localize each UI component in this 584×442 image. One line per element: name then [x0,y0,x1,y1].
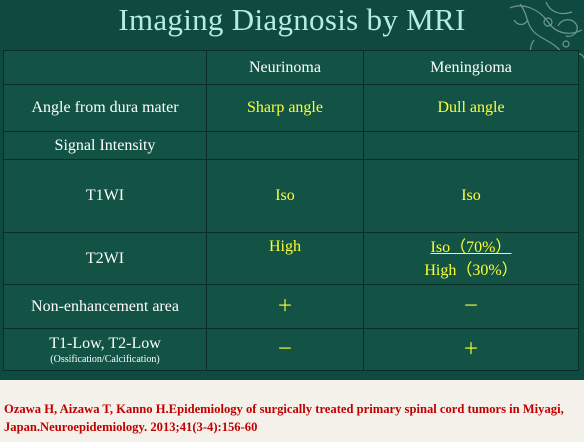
cell-neurinoma-t1wi: Iso [206,159,364,233]
meningioma-t2wi-iso: Iso（70%） [430,238,512,256]
row-label-non-enhancement: Non-enhancement area [3,284,207,329]
cell-neurinoma-non-enhancement: ＋ [206,284,364,329]
cell-meningioma-signal-intensity [363,131,579,160]
row-label-t1-low-t2-low-main: T1-Low, T2-Low [49,334,161,352]
cell-meningioma-t1-low-t2-low: ＋ [363,328,579,371]
cell-meningioma-angle: Dull angle [363,84,579,132]
meningioma-t2wi-high: High（30%） [424,261,518,279]
column-header-meningioma: Meningioma [363,50,579,85]
cell-neurinoma-signal-intensity [206,131,364,160]
row-label-signal-intensity: Signal Intensity [3,131,207,160]
cell-neurinoma-t2wi: High [206,232,364,285]
cell-meningioma-t1wi: Iso [363,159,579,233]
header-empty-cell [3,50,207,85]
column-header-neurinoma: Neurinoma [206,50,364,85]
cell-neurinoma-angle: Sharp angle [206,84,364,132]
slide: Imaging Diagnosis by MRI Neurinoma Menin… [0,0,584,380]
row-label-angle: Angle from dura mater [3,84,207,132]
row-sublabel-ossification: (Ossification/Calcification) [50,353,160,365]
cell-meningioma-non-enhancement: － [363,284,579,329]
citation: Ozawa H, Aizawa T, Kanno H.Epidemiology … [4,402,564,434]
row-label-t1wi: T1WI [3,159,207,233]
slide-title: Imaging Diagnosis by MRI [118,2,466,37]
cell-neurinoma-t1-low-t2-low: － [206,328,364,371]
comparison-table: Neurinoma Meningioma Angle from dura mat… [3,50,579,371]
row-label-t1-low-t2-low: T1-Low, T2-Low (Ossification/Calcificati… [3,328,207,371]
row-label-t2wi: T2WI [3,232,207,285]
cell-meningioma-t2wi: Iso（70%） High（30%） [363,232,579,285]
